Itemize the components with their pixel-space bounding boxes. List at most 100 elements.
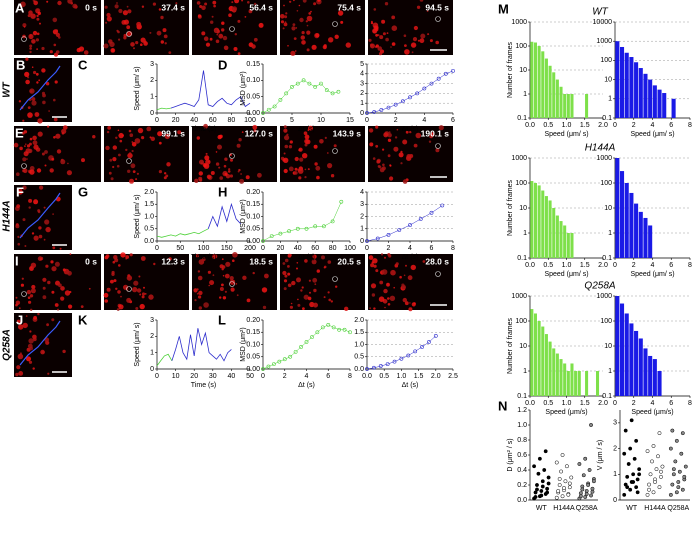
puncta (219, 296, 222, 299)
y-tick-label: 2.0 (144, 189, 154, 196)
data-point (659, 474, 663, 479)
puncta (207, 270, 211, 274)
chart: 0.0 0.2 0.4 0.6 0.8 1.0 1.2 D (μm² / s) WT H144A Q… (507, 407, 598, 512)
puncta (313, 2, 317, 6)
puncta (43, 238, 46, 241)
puncta (368, 255, 374, 260)
puncta (315, 165, 321, 171)
puncta (228, 13, 232, 17)
data-point (560, 494, 565, 499)
series-line (366, 70, 454, 114)
x-tick-label: 0.5 (543, 122, 553, 129)
bar (577, 371, 581, 396)
puncta (132, 170, 136, 174)
micrograph (14, 185, 72, 250)
data-point (562, 486, 566, 490)
x-tick-label: 40 (228, 373, 236, 380)
axis (366, 64, 453, 114)
bar (566, 94, 570, 118)
puncta (402, 297, 407, 303)
puncta (429, 39, 433, 43)
puncta (316, 0, 322, 5)
axis (156, 64, 250, 114)
puncta (113, 255, 118, 260)
data-point (625, 474, 630, 479)
puncta (283, 4, 285, 7)
puncta (214, 29, 218, 33)
bar (555, 353, 559, 396)
puncta (413, 302, 416, 305)
puncta (127, 9, 132, 14)
puncta (310, 10, 312, 13)
puncta (302, 0, 307, 3)
puncta (375, 125, 379, 129)
x-tick-label: 2 (387, 245, 391, 252)
puncta (219, 287, 224, 291)
puncta (373, 307, 376, 310)
puncta (411, 51, 414, 54)
puncta (203, 302, 209, 308)
puncta (387, 303, 391, 306)
data-point (397, 228, 402, 232)
puncta (35, 38, 40, 42)
puncta (216, 33, 219, 36)
axis (156, 320, 250, 370)
puncta (287, 272, 291, 276)
puncta (340, 20, 344, 24)
puncta (32, 30, 38, 36)
puncta (405, 130, 409, 134)
puncta (298, 176, 302, 180)
x-tick-label: WT (536, 505, 548, 512)
y-tick-label: 1 (150, 94, 154, 101)
puncta (20, 283, 24, 287)
puncta (42, 277, 47, 282)
puncta (312, 277, 318, 283)
puncta (218, 35, 221, 38)
y-tick-label: 10 (519, 343, 527, 350)
x-tick-label: 80 (228, 117, 236, 124)
data-point (427, 340, 431, 344)
y-tick-label: 3 (360, 201, 364, 208)
puncta (126, 5, 129, 8)
bar (652, 359, 657, 396)
puncta (294, 156, 299, 162)
puncta (209, 280, 215, 286)
puncta (299, 17, 304, 23)
bar (634, 203, 639, 258)
puncta (385, 37, 389, 42)
y-tick-label: 100 (600, 318, 612, 325)
data-point (420, 345, 424, 349)
puncta (198, 171, 203, 176)
puncta (57, 0, 62, 6)
puncta (105, 254, 110, 258)
data-point (278, 98, 283, 102)
puncta (196, 292, 199, 295)
puncta (22, 157, 27, 162)
y-tick-label: 1.5 (144, 201, 154, 208)
data-point (632, 456, 637, 461)
bar (652, 85, 657, 118)
data-point (540, 479, 545, 484)
puncta (22, 168, 28, 174)
x-tick-label: 2.0 (598, 262, 608, 269)
puncta (28, 142, 32, 146)
puncta (51, 318, 55, 322)
puncta (387, 133, 392, 138)
puncta (213, 4, 216, 8)
data-point (580, 487, 585, 492)
puncta (378, 52, 383, 56)
bar (559, 359, 563, 396)
series-line (366, 205, 443, 242)
puncta (287, 265, 290, 268)
puncta (228, 168, 231, 171)
data-point (372, 110, 377, 114)
puncta (232, 252, 238, 258)
puncta (307, 168, 310, 171)
series-line (171, 328, 232, 362)
puncta (38, 79, 41, 82)
puncta (66, 170, 72, 176)
puncta (405, 264, 407, 267)
